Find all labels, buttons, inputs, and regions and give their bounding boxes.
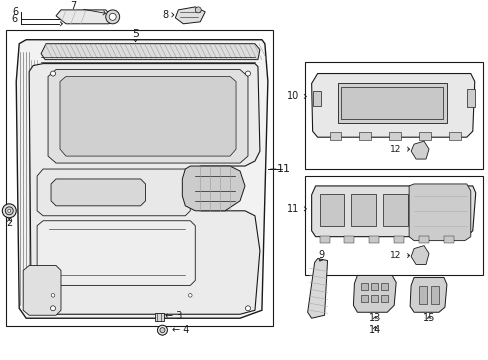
Circle shape	[245, 71, 250, 76]
Circle shape	[2, 204, 16, 218]
Text: 9: 9	[318, 249, 324, 260]
Text: 5: 5	[132, 29, 139, 39]
Polygon shape	[37, 221, 195, 285]
Polygon shape	[311, 186, 475, 237]
Polygon shape	[409, 278, 446, 312]
Bar	[341, 87, 442, 119]
Text: 13: 13	[368, 313, 381, 323]
Polygon shape	[307, 258, 327, 318]
Bar	[388, 132, 400, 140]
Circle shape	[8, 209, 11, 212]
Circle shape	[50, 306, 56, 311]
Bar	[370, 283, 378, 291]
Circle shape	[105, 10, 120, 24]
Bar	[319, 236, 329, 243]
Circle shape	[51, 293, 55, 297]
Text: ← 4: ← 4	[172, 325, 189, 335]
Bar	[361, 295, 367, 302]
Polygon shape	[158, 325, 166, 335]
Polygon shape	[16, 40, 267, 318]
Bar	[370, 295, 378, 302]
Polygon shape	[175, 7, 205, 24]
Text: 8: 8	[162, 10, 168, 20]
Polygon shape	[182, 166, 244, 211]
Polygon shape	[37, 169, 190, 216]
Bar	[418, 132, 430, 140]
Text: 10: 10	[286, 91, 298, 102]
Circle shape	[245, 306, 250, 311]
Bar	[448, 132, 460, 140]
Polygon shape	[51, 179, 145, 206]
Text: 12: 12	[389, 251, 400, 260]
Bar	[304, 62, 482, 169]
Bar	[393, 236, 403, 243]
Bar	[319, 194, 344, 226]
Bar	[368, 236, 379, 243]
Polygon shape	[353, 275, 395, 312]
Circle shape	[5, 207, 13, 215]
Polygon shape	[311, 73, 474, 137]
Bar	[359, 132, 370, 140]
Text: 1: 1	[282, 164, 289, 174]
Polygon shape	[410, 141, 428, 159]
Bar	[383, 194, 407, 226]
Bar	[418, 236, 428, 243]
Bar	[6, 30, 272, 326]
Text: 15: 15	[422, 313, 434, 323]
Bar	[361, 283, 367, 291]
Bar	[418, 287, 426, 304]
Polygon shape	[60, 77, 236, 156]
Bar	[443, 236, 453, 243]
Bar	[337, 84, 446, 123]
Polygon shape	[56, 10, 116, 24]
Text: 2: 2	[6, 218, 12, 228]
Text: 6: 6	[12, 7, 18, 17]
Bar	[304, 176, 482, 275]
Bar	[344, 236, 354, 243]
Circle shape	[195, 7, 201, 13]
Text: 1: 1	[277, 164, 284, 174]
Text: 11: 11	[286, 204, 298, 214]
Circle shape	[188, 293, 192, 297]
Polygon shape	[23, 266, 61, 315]
Text: 6: 6	[11, 14, 17, 24]
Text: 12: 12	[389, 145, 400, 154]
Bar	[312, 91, 320, 106]
Text: ← 3: ← 3	[165, 311, 183, 321]
Bar	[155, 313, 164, 321]
Text: 7: 7	[70, 1, 76, 11]
Bar	[381, 283, 387, 291]
Text: 14: 14	[368, 325, 381, 335]
Polygon shape	[41, 44, 260, 60]
Polygon shape	[410, 246, 428, 265]
Bar	[466, 89, 474, 107]
Bar	[351, 194, 376, 226]
Circle shape	[109, 13, 116, 20]
Bar	[329, 132, 341, 140]
Polygon shape	[48, 69, 247, 163]
Polygon shape	[408, 184, 470, 240]
Circle shape	[160, 328, 164, 333]
Bar	[430, 287, 438, 304]
Polygon shape	[29, 64, 260, 314]
Circle shape	[50, 71, 56, 76]
Circle shape	[157, 325, 167, 335]
Bar	[381, 295, 387, 302]
